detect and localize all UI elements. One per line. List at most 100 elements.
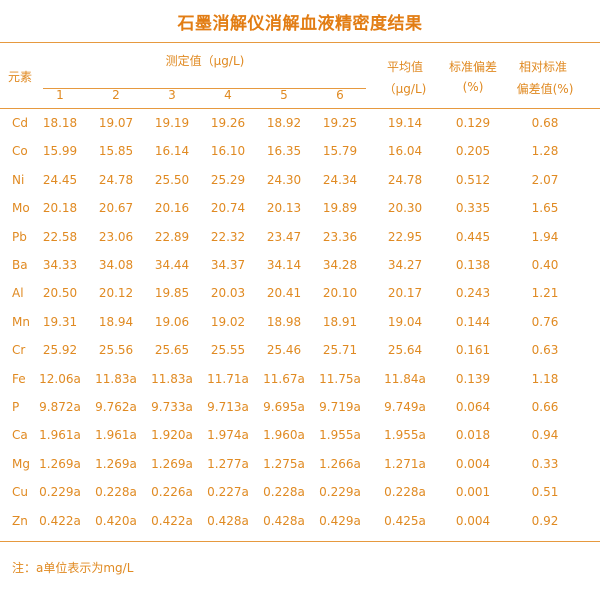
value-cell: 18.18 [42, 116, 78, 130]
sd-cell: 0.004 [455, 513, 491, 528]
table-row: Cr 25.92 25.56 25.65 25.55 25.46 25.71 25.64 0.1… [0, 343, 600, 363]
element-cell: Mo [12, 201, 30, 216]
value-cell: 9.872a [39, 400, 81, 414]
value-cell: 34.14 [266, 258, 302, 272]
header-mean: 平均值 [386, 60, 424, 74]
value-cell: 20.12 [98, 286, 134, 301]
sd-cell: 0.004 [455, 456, 491, 471]
mean-cell: 20.17 [387, 286, 423, 301]
value-cell: 16.35 [266, 144, 302, 159]
value-cell: 0.228a [95, 485, 137, 500]
sd-cell: 0.144 [455, 314, 491, 329]
value-cell: 25.92 [42, 343, 78, 358]
mean-cell: 16.04 [387, 144, 423, 159]
element-cell: Mn [12, 314, 30, 329]
table-row: Fe 12.06a 11.83a 11.83a 11.71a 11.67a 11.75a 11… [0, 372, 600, 392]
value-cell: 19.26 [210, 116, 246, 130]
mean-cell: 19.14 [387, 116, 423, 130]
value-cell: 0.422a [39, 513, 81, 528]
value-cell: 25.46 [266, 343, 302, 358]
sd-cell: 0.138 [455, 258, 491, 272]
rsd-cell: 1.94 [531, 229, 559, 244]
value-cell: 9.762a [95, 400, 137, 414]
value-cell: 22.58 [42, 229, 78, 244]
element-cell: Co [12, 144, 28, 159]
value-cell: 1.955a [319, 428, 361, 443]
value-cell: 19.89 [322, 201, 358, 216]
table-row: Al 20.50 20.12 19.85 20.03 20.41 20.10 20.17 0.2… [0, 286, 600, 306]
value-cell: 18.92 [266, 116, 302, 130]
value-cell: 9.713a [207, 400, 249, 414]
value-cell: 20.41 [266, 286, 302, 301]
value-cell: 25.65 [154, 343, 190, 358]
rsd-cell: 0.66 [531, 400, 559, 414]
value-cell: 15.85 [98, 144, 134, 159]
header-run-4: 4 [224, 88, 232, 102]
header-rsd: 相对标准 [518, 60, 568, 74]
value-cell: 20.74 [210, 201, 246, 216]
mean-cell: 25.64 [387, 343, 423, 358]
value-cell: 25.50 [154, 172, 190, 187]
sd-cell: 0.205 [455, 144, 491, 159]
sd-cell: 0.512 [455, 172, 491, 187]
value-cell: 18.91 [322, 314, 358, 329]
mean-cell: 20.30 [387, 201, 423, 216]
value-cell: 22.89 [154, 229, 190, 244]
value-cell: 11.83a [95, 371, 137, 386]
value-cell: 1.269a [39, 456, 81, 471]
rsd-cell: 1.21 [531, 286, 559, 301]
value-cell: 23.06 [98, 229, 134, 244]
value-cell: 23.47 [266, 229, 302, 244]
header-run-1: 1 [56, 88, 64, 102]
value-cell: 25.71 [322, 343, 358, 358]
value-cell: 24.78 [98, 172, 134, 187]
mean-cell: 0.228a [384, 485, 426, 500]
element-cell: Zn [12, 513, 28, 528]
element-cell: P [12, 400, 20, 414]
value-cell: 15.99 [42, 144, 78, 159]
sd-cell: 0.445 [455, 229, 491, 244]
top-rule [0, 42, 600, 43]
rsd-cell: 0.33 [531, 456, 559, 471]
mean-cell: 24.78 [387, 172, 423, 187]
mean-cell: 34.27 [387, 258, 423, 272]
value-cell: 25.55 [210, 343, 246, 358]
value-cell: 23.36 [322, 229, 358, 244]
rsd-cell: 1.65 [531, 201, 559, 216]
rsd-cell: 1.28 [531, 144, 559, 159]
rsd-cell: 0.40 [531, 258, 559, 272]
element-cell: Cu [12, 485, 28, 500]
value-cell: 0.229a [39, 485, 81, 500]
value-cell: 0.428a [263, 513, 305, 528]
header-run-6: 6 [336, 88, 344, 102]
value-cell: 11.71a [207, 371, 249, 386]
element-cell: Fe [12, 371, 26, 386]
header-element: 元素 [8, 70, 33, 84]
rsd-cell: 2.07 [531, 172, 559, 187]
sd-cell: 0.139 [455, 371, 491, 386]
mean-cell: 0.425a [384, 513, 426, 528]
value-cell: 0.227a [207, 485, 249, 500]
header-mean-unit: （μg/L) [383, 82, 427, 96]
value-cell: 1.277a [207, 456, 249, 471]
mean-cell: 11.84a [384, 371, 426, 386]
value-cell: 1.961a [95, 428, 137, 443]
value-cell: 0.226a [151, 485, 193, 500]
mean-cell: 1.955a [384, 428, 426, 443]
page-title: 石墨消解仪消解血液精密度结果 [177, 14, 423, 34]
value-cell: 24.34 [322, 172, 358, 187]
value-cell: 25.29 [210, 172, 246, 187]
sd-cell: 0.335 [455, 201, 491, 216]
value-cell: 22.32 [210, 229, 246, 244]
value-cell: 20.13 [266, 201, 302, 216]
sd-cell: 0.161 [455, 343, 491, 358]
value-cell: 19.25 [322, 116, 358, 130]
value-cell: 34.37 [210, 258, 246, 272]
sd-cell: 0.129 [455, 116, 491, 130]
value-cell: 0.420a [95, 513, 137, 528]
value-cell: 19.06 [154, 314, 190, 329]
mean-cell: 19.04 [387, 314, 423, 329]
value-cell: 0.422a [151, 513, 193, 528]
value-cell: 19.07 [98, 116, 134, 130]
value-cell: 16.14 [154, 144, 190, 159]
